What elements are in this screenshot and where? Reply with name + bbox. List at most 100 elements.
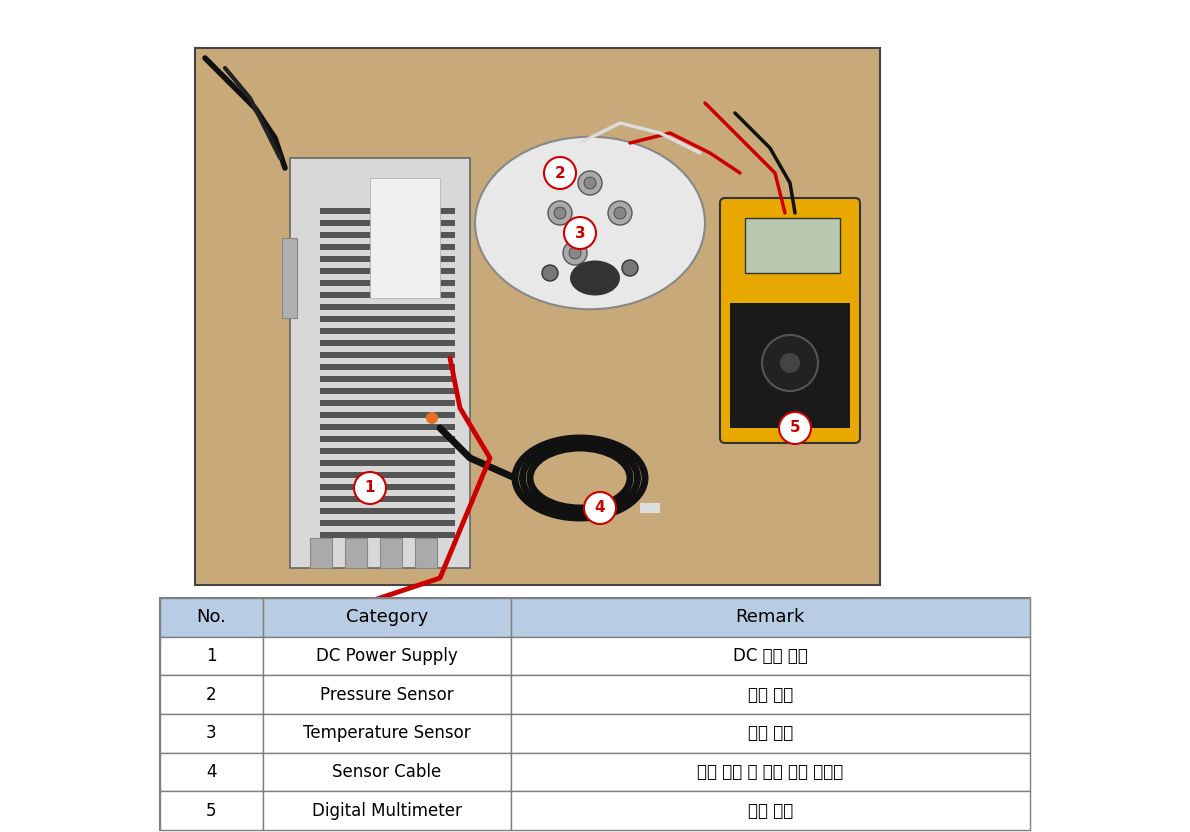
Circle shape (582, 275, 599, 291)
Circle shape (544, 157, 576, 189)
Circle shape (564, 217, 596, 249)
FancyBboxPatch shape (720, 198, 860, 443)
Bar (320, 532, 455, 538)
Circle shape (353, 472, 386, 504)
Text: Sensor Cable: Sensor Cable (332, 763, 441, 781)
Text: DC Power Supply: DC Power Supply (315, 647, 457, 665)
Text: 압력 측정: 압력 측정 (747, 686, 793, 704)
Bar (159, 791, 263, 830)
Bar (282, 238, 298, 318)
Text: Remark: Remark (735, 608, 804, 626)
Bar (320, 496, 455, 502)
Bar (320, 256, 455, 262)
Bar (159, 753, 263, 791)
Text: 5: 5 (206, 802, 217, 820)
Bar (320, 472, 455, 478)
Bar (263, 714, 511, 753)
Text: 1: 1 (206, 647, 217, 665)
Circle shape (541, 265, 558, 281)
Bar (370, 178, 440, 298)
Bar (320, 208, 455, 214)
Text: Temperature Sensor: Temperature Sensor (302, 725, 470, 742)
Bar (320, 412, 455, 418)
Circle shape (614, 207, 626, 219)
Circle shape (622, 260, 638, 276)
Text: 4: 4 (595, 501, 606, 516)
Bar (320, 340, 455, 346)
Text: 2: 2 (206, 686, 217, 704)
Bar (511, 753, 1031, 791)
Bar (320, 352, 455, 358)
Circle shape (779, 412, 812, 444)
Bar (320, 268, 455, 274)
Ellipse shape (570, 260, 620, 295)
Bar (320, 292, 455, 298)
Bar (159, 598, 1031, 830)
Bar (511, 598, 1031, 636)
Text: No.: No. (196, 608, 226, 626)
Bar (263, 676, 511, 714)
Circle shape (555, 207, 566, 219)
Text: 3: 3 (575, 225, 585, 240)
Bar (345, 538, 367, 568)
Text: 온도 측정: 온도 측정 (747, 725, 793, 742)
Bar (415, 538, 437, 568)
Bar (263, 753, 511, 791)
Text: 전류 측정: 전류 측정 (747, 802, 793, 820)
Bar (320, 364, 455, 370)
Circle shape (584, 492, 616, 524)
Bar (511, 676, 1031, 714)
Ellipse shape (475, 136, 704, 310)
Bar (380, 538, 402, 568)
Bar (320, 520, 455, 526)
Bar (159, 676, 263, 714)
Circle shape (578, 171, 602, 195)
Text: 1: 1 (365, 481, 375, 496)
Bar (320, 424, 455, 430)
Text: Digital Multimeter: Digital Multimeter (312, 802, 462, 820)
Bar (511, 636, 1031, 676)
Bar (320, 328, 455, 334)
Bar (511, 714, 1031, 753)
Text: 4: 4 (206, 763, 217, 781)
Bar (320, 280, 455, 286)
Bar (311, 538, 332, 568)
Bar (320, 484, 455, 490)
Circle shape (779, 353, 800, 373)
Bar (263, 791, 511, 830)
Bar (159, 714, 263, 753)
Text: 전원 공급 및 신호 취득 케이블: 전원 공급 및 신호 취득 케이블 (697, 763, 844, 781)
Circle shape (584, 177, 596, 189)
Bar (159, 598, 263, 636)
Bar (320, 232, 455, 238)
Text: 5: 5 (790, 420, 801, 435)
Bar (320, 448, 455, 454)
Bar (320, 400, 455, 406)
Bar (320, 220, 455, 226)
Circle shape (426, 412, 438, 424)
Text: DC 전원 공급: DC 전원 공급 (733, 647, 808, 665)
Circle shape (549, 201, 572, 225)
Bar (320, 388, 455, 394)
Bar (511, 791, 1031, 830)
Bar (263, 598, 511, 636)
Bar (290, 158, 470, 568)
Text: 2: 2 (555, 166, 565, 181)
Circle shape (563, 241, 587, 265)
Circle shape (608, 201, 632, 225)
Bar (320, 508, 455, 514)
Bar (729, 303, 850, 428)
Bar (320, 316, 455, 322)
Bar (159, 636, 263, 676)
Circle shape (569, 247, 581, 259)
Bar (320, 376, 455, 382)
Bar (320, 460, 455, 466)
Circle shape (762, 335, 818, 391)
Bar (745, 218, 840, 273)
Bar (195, 48, 879, 585)
Text: Pressure Sensor: Pressure Sensor (320, 686, 453, 704)
Text: 3: 3 (206, 725, 217, 742)
Bar (320, 436, 455, 442)
Bar (320, 304, 455, 310)
Text: Category: Category (345, 608, 427, 626)
